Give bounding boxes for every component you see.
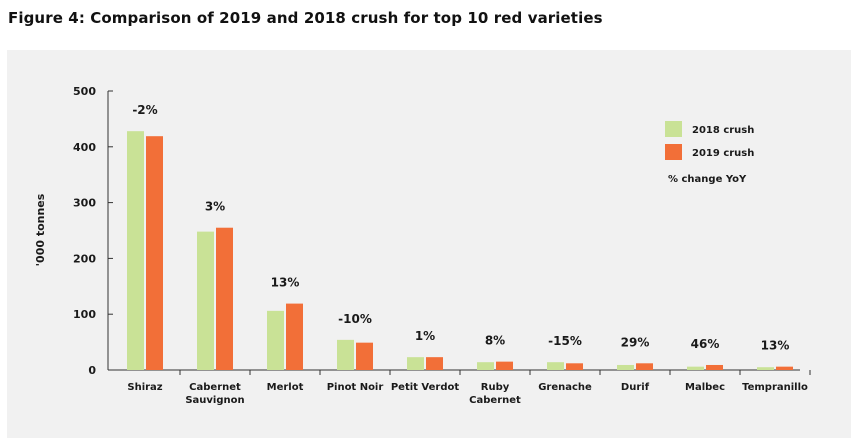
category-label-line: Grenache [538, 382, 592, 393]
bar-2019-crush [216, 227, 233, 370]
bar-2018-crush [617, 364, 634, 370]
bar-2018-crush [337, 339, 354, 370]
bar-2018-crush [757, 367, 774, 370]
category-label-line: Malbec [685, 382, 725, 393]
legend: 2018 crush 2019 crush % change YoY [665, 121, 754, 185]
category-label-line: Durif [621, 382, 650, 393]
y-axis-label: '000 tonnes [34, 193, 47, 266]
category-label: Durif [621, 382, 650, 393]
category-label-line: Cabernet [189, 382, 241, 393]
pct-change-label: -15% [548, 334, 582, 348]
bar-2018-crush [547, 362, 564, 370]
axes: 0 100 200 300 400 500 [73, 85, 811, 377]
bar-2019-crush [356, 342, 373, 370]
bar-2019-crush [286, 303, 303, 370]
y-tick-label: 200 [73, 252, 96, 265]
category-label: Merlot [267, 382, 304, 393]
bar-2019-crush [146, 136, 163, 370]
pct-change-label: -10% [338, 312, 372, 326]
y-tick-label: 400 [73, 141, 96, 154]
category-label: Grenache [538, 382, 592, 393]
category-label: Ruby Cabernet [469, 382, 521, 406]
legend-swatch-2019 [665, 144, 682, 160]
pct-change-label: 13% [761, 339, 790, 353]
bar-2018-crush [267, 310, 284, 370]
bar-2019-crush [776, 366, 793, 370]
category-label: Malbec [685, 382, 725, 393]
figure-title: Figure 4: Comparison of 2019 and 2018 cr… [8, 9, 603, 27]
category-label-line: Tempranillo [742, 382, 808, 393]
category-label-line: Pinot Noir [327, 382, 384, 393]
bar-2019-crush [566, 363, 583, 370]
y-tick-label: 300 [73, 197, 96, 210]
bar-2018-crush [687, 366, 704, 370]
bar-2019-crush [706, 364, 723, 370]
bar-2019-crush [496, 361, 513, 370]
labels: -2% Shiraz 3% Cabernet Sauvignon 13% Merlot -10… [127, 103, 808, 406]
category-label: Petit Verdot [391, 382, 460, 393]
y-tick-label: 0 [88, 364, 96, 377]
legend-label-2019: 2019 crush [692, 148, 754, 159]
bars [127, 131, 793, 370]
pct-change-label: 3% [205, 200, 225, 214]
bar-2018-crush [197, 231, 214, 370]
category-label: Shiraz [127, 382, 162, 393]
bar-2018-crush [477, 362, 494, 370]
bar-2018-crush [407, 357, 424, 370]
bar-2019-crush [636, 363, 653, 370]
y-tick-label: 500 [73, 85, 96, 98]
pct-change-label: 1% [415, 329, 435, 343]
bar-2019-crush [426, 357, 443, 370]
category-label-line: Petit Verdot [391, 382, 460, 393]
legend-label-pct-change: % change YoY [668, 174, 747, 185]
pct-change-label: 8% [485, 334, 505, 348]
bar-2018-crush [127, 131, 144, 370]
category-label: Tempranillo [742, 382, 808, 393]
legend-label-2018: 2018 crush [692, 125, 754, 136]
pct-change-label: 13% [271, 276, 300, 290]
category-label-line: Sauvignon [185, 395, 244, 406]
pct-change-label: 46% [691, 337, 720, 351]
category-label: Pinot Noir [327, 382, 384, 393]
pct-change-label: 29% [621, 335, 650, 349]
y-tick-label: 100 [73, 308, 96, 321]
legend-swatch-2018 [665, 121, 682, 137]
category-label: Cabernet Sauvignon [185, 382, 244, 406]
category-label-line: Merlot [267, 382, 304, 393]
category-label-line: Shiraz [127, 382, 162, 393]
category-label-line: Cabernet [469, 395, 521, 406]
pct-change-label: -2% [132, 103, 157, 117]
category-label-line: Ruby [481, 382, 510, 393]
